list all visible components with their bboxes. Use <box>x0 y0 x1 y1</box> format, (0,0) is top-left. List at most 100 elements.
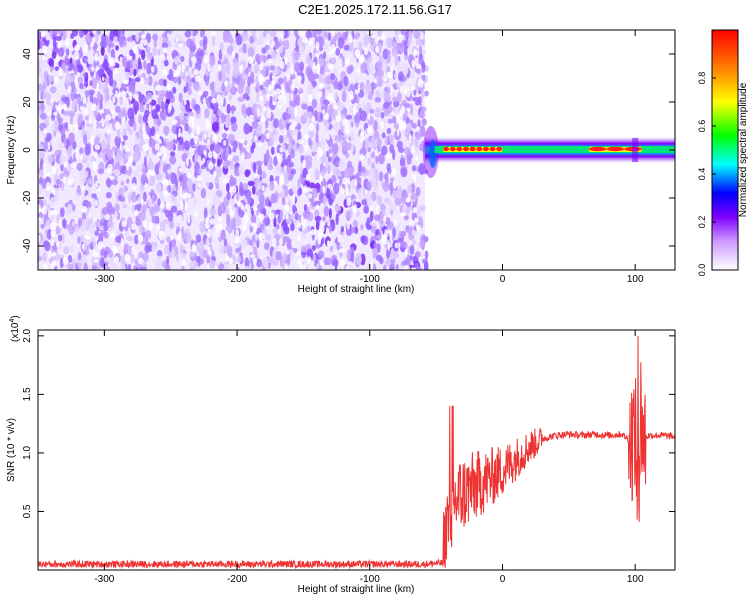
noise-blob <box>49 214 55 221</box>
noise-blob <box>206 181 210 188</box>
noise-blob <box>361 199 367 206</box>
peak-spot <box>456 146 463 152</box>
noise-blob <box>293 52 299 61</box>
noise-blob <box>400 241 407 249</box>
noise-blob <box>186 178 191 188</box>
noise-gap <box>297 139 304 145</box>
noise-gap <box>125 161 130 171</box>
noise-blob <box>87 30 93 33</box>
noise-blob <box>397 91 402 103</box>
noise-blob <box>134 77 141 83</box>
noise-gap <box>250 222 256 227</box>
noise-gap <box>331 30 336 37</box>
noise-blob <box>69 63 75 70</box>
noise-blob <box>306 248 314 260</box>
noise-region <box>38 30 430 270</box>
noise-blob <box>42 251 47 262</box>
noise-blob <box>204 108 210 120</box>
noise-blob <box>91 77 98 89</box>
noise-gap <box>254 135 258 142</box>
noise-blob <box>252 142 256 149</box>
noise-gap <box>202 97 207 106</box>
noise-blob <box>142 96 147 103</box>
noise-blob <box>99 101 103 111</box>
noise-gap <box>315 41 320 51</box>
noise-gap <box>399 110 402 118</box>
noise-gap <box>136 92 139 100</box>
noise-blob <box>103 265 111 270</box>
noise-gap <box>299 92 304 99</box>
noise-gap <box>278 94 283 103</box>
noise-blob <box>298 187 302 195</box>
noise-gap <box>240 203 244 210</box>
noise-blob <box>105 192 112 199</box>
noise-blob <box>140 209 146 221</box>
noise-blob <box>174 56 180 65</box>
noise-blob <box>75 192 79 200</box>
noise-blob <box>393 252 400 259</box>
noise-gap <box>40 31 46 38</box>
noise-blob <box>226 182 230 192</box>
noise-gap <box>208 245 211 255</box>
noise-gap <box>177 214 183 220</box>
noise-gap <box>156 133 160 141</box>
noise-blob <box>106 133 111 146</box>
noise-blob <box>67 263 74 270</box>
noise-blob <box>212 35 216 47</box>
noise-gap <box>128 155 134 164</box>
noise-blob <box>127 263 132 270</box>
noise-blob <box>373 242 379 248</box>
noise-blob <box>257 165 262 177</box>
noise-gap <box>50 209 54 216</box>
noise-gap <box>234 236 240 244</box>
noise-blob <box>292 204 297 213</box>
noise-blob <box>424 250 429 260</box>
noise-blob <box>47 229 52 240</box>
noise-gap <box>413 173 417 183</box>
noise-blob <box>355 32 361 38</box>
noise-blob <box>316 263 320 269</box>
noise-gap <box>163 47 167 54</box>
noise-gap <box>184 202 188 211</box>
noise-blob <box>219 261 223 270</box>
noise-gap <box>127 254 131 263</box>
noise-blob <box>318 57 325 68</box>
noise-gap <box>241 152 245 161</box>
noise-blob <box>238 164 245 175</box>
noise-blob <box>393 100 400 108</box>
x-tick-label: -100 <box>360 574 380 585</box>
noise-blob <box>145 230 151 240</box>
noise-blob <box>68 110 76 118</box>
noise-blob <box>335 47 341 56</box>
noise-blob <box>97 168 105 174</box>
noise-blob <box>361 101 368 113</box>
noise-blob <box>244 169 251 178</box>
noise-gap <box>357 83 361 91</box>
noise-gap <box>252 257 257 266</box>
noise-blob <box>272 249 276 261</box>
noise-blob <box>337 36 345 49</box>
noise-gap <box>155 224 161 231</box>
noise-blob <box>103 219 109 232</box>
noise-blob <box>364 82 372 94</box>
noise-blob <box>294 213 299 221</box>
noise-gap <box>417 224 419 233</box>
noise-blob <box>269 136 274 147</box>
noise-blob <box>380 105 384 112</box>
noise-blob <box>185 102 190 113</box>
noise-blob <box>91 193 97 199</box>
noise-blob <box>88 224 95 234</box>
noise-gap <box>308 37 314 46</box>
noise-blob <box>267 256 275 264</box>
noise-gap <box>74 44 81 51</box>
noise-gap <box>128 91 133 101</box>
noise-gap <box>410 145 415 155</box>
noise-blob <box>283 170 289 181</box>
noise-gap <box>61 104 67 110</box>
noise-blob <box>363 205 370 214</box>
noise-gap <box>149 98 152 103</box>
noise-gap <box>92 251 99 258</box>
noise-blob <box>346 66 353 75</box>
noise-blob <box>127 126 131 132</box>
